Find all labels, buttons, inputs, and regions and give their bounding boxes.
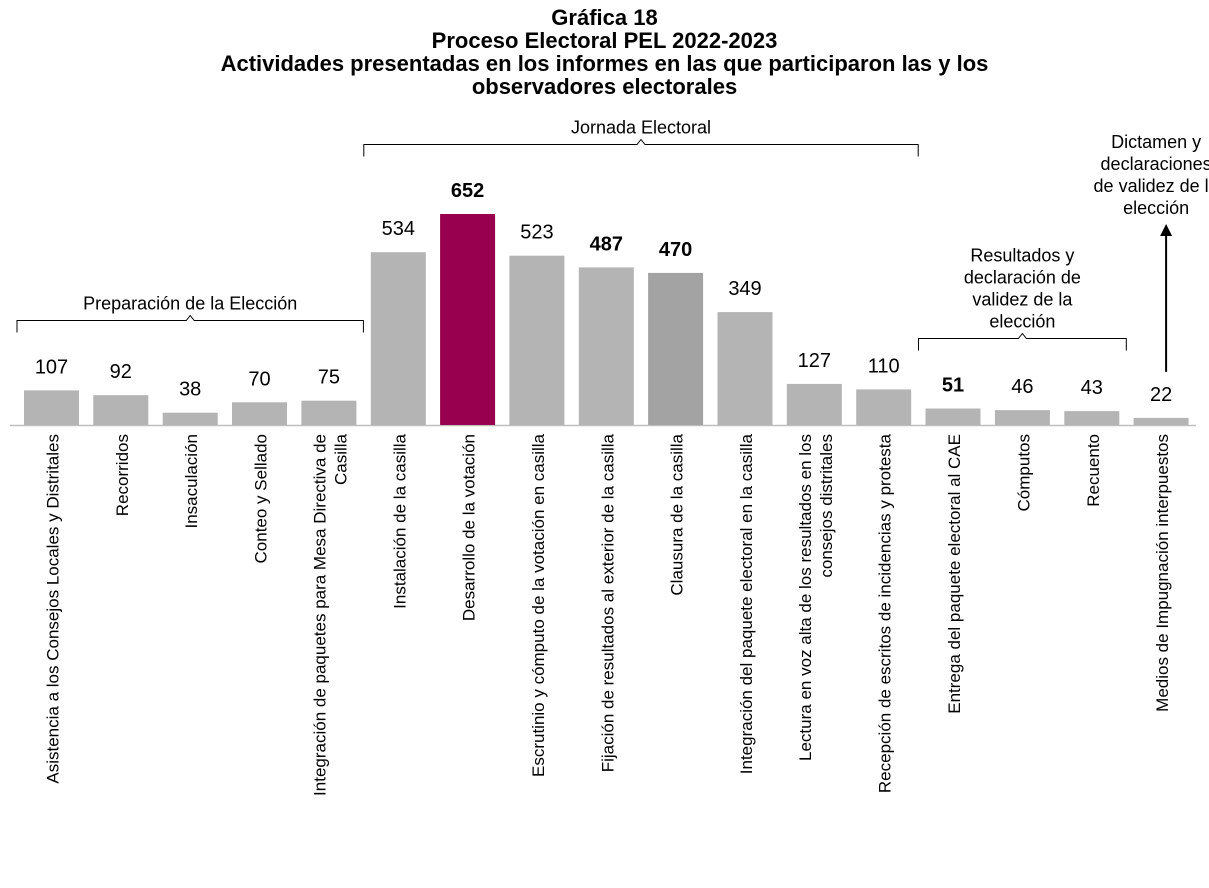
bar [93, 395, 149, 425]
data-label: 46 [1011, 376, 1033, 398]
x-tick-label-line: Medios de Impugnación interpuestos [1153, 434, 1172, 712]
x-tick-label-line: Cómputos [1014, 434, 1033, 511]
group-bracket [363, 138, 919, 157]
data-label: 127 [798, 350, 831, 372]
x-tick-label: Clausura de la casilla [668, 433, 687, 595]
bar [232, 402, 287, 425]
x-tick-label: Integración de paquetes para Mesa Direct… [310, 433, 350, 795]
x-tick-label: Recepción de escritos de incidencias y p… [876, 433, 895, 793]
x-tick-label: Medios de Impugnación interpuestos [1153, 434, 1172, 712]
group-label: declaración de [964, 268, 1081, 288]
bar [786, 383, 842, 425]
group-bracket [918, 332, 1127, 351]
bar [578, 267, 634, 425]
data-label: 22 [1150, 384, 1172, 406]
data-label: 349 [728, 278, 761, 300]
data-label: 534 [382, 218, 415, 240]
group-label: Dictamen y [1111, 132, 1201, 152]
x-tick-label-line: Recorridos [113, 434, 132, 516]
bar [509, 255, 565, 425]
x-tick-label-line: Lectura en voz alta de los resultados en… [796, 434, 815, 761]
data-label: 43 [1081, 377, 1103, 399]
chart-title-line-3: Actividades presentadas en los informes … [220, 51, 989, 76]
group-label: Resultados y [970, 246, 1074, 266]
chart-title-line-4: observadores electorales [471, 74, 738, 99]
bar [994, 410, 1050, 425]
x-tick-label-line: consejos distritales [817, 434, 836, 578]
bar [856, 389, 912, 425]
x-tick-label-line: Instalación de la casilla [390, 433, 409, 608]
bar [301, 400, 357, 425]
bar [1133, 417, 1189, 425]
group-label: declaraciones [1101, 154, 1209, 174]
x-tick-label-line: Desarrollo de la votación [460, 434, 479, 621]
x-tick-label: Entrega del paquete electoral al CAE [945, 434, 964, 714]
data-label: 107 [35, 356, 68, 378]
x-tick-label-line: Recuento [1084, 434, 1103, 507]
x-tick-label-line: Fijación de resultados al exterior de la… [598, 433, 617, 772]
bar [648, 272, 704, 425]
data-label: 75 [318, 367, 340, 389]
x-tick-label: Cómputos [1014, 434, 1033, 511]
data-label: 487 [590, 233, 623, 255]
x-tick-label-line: Escrutinio y cómputo de la votación en c… [529, 433, 548, 777]
x-tick-label: Desarrollo de la votación [460, 434, 479, 621]
group-label: elección [1123, 198, 1189, 218]
x-tick-label-line: Conteo y Sellado [252, 434, 271, 563]
x-tick-label: Lectura en voz alta de los resultados en… [796, 434, 836, 761]
bar [717, 312, 773, 425]
x-tick-label-line: Integración de paquetes para Mesa Direct… [310, 434, 329, 796]
x-tick-label: Escrutinio y cómputo de la votación en c… [529, 433, 548, 777]
chart-title-line-1: Gráfica 18 [551, 5, 658, 30]
chart-title-line-2: Proceso Electoral PEL 2022-2023 [431, 28, 778, 53]
bar [162, 412, 218, 425]
data-label: 70 [248, 368, 270, 390]
bar [370, 252, 426, 425]
x-tick-label-line: Recepción de escritos de incidencias y p… [876, 433, 895, 793]
data-label: 523 [520, 222, 553, 244]
x-tick-label: Integración del paquete electoral en la … [737, 433, 756, 774]
data-label: 51 [942, 375, 964, 397]
group-label: elección [989, 312, 1055, 332]
x-tick-label-line: Entrega del paquete electoral al CAE [945, 434, 964, 714]
group-label: Jornada Electoral [571, 118, 711, 138]
bar [440, 214, 496, 425]
chart-title: Gráfica 18 Proceso Electoral PEL 2022-20… [0, 6, 1209, 98]
x-tick-label: Recorridos [113, 434, 132, 516]
x-tick-label-line: Integración del paquete electoral en la … [737, 433, 756, 774]
data-label: 652 [451, 180, 484, 202]
x-tick-label: Fijación de resultados al exterior de la… [598, 433, 617, 772]
group-label: validez de la [972, 290, 1073, 310]
group-label: de validez de la [1094, 176, 1209, 196]
x-tick-label-line: Clausura de la casilla [668, 433, 687, 595]
bar [1064, 411, 1120, 425]
x-tick-label: Recuento [1084, 434, 1103, 507]
data-label: 110 [868, 355, 900, 377]
x-tick-label: Conteo y Sellado [252, 434, 271, 563]
bar [925, 408, 981, 425]
group-arrow-head [1160, 224, 1173, 236]
group-bracket [16, 314, 364, 333]
x-tick-label-line: Asistencia a los Consejos Locales y Dist… [44, 434, 63, 784]
x-tick-label-line: Insaculación [182, 434, 201, 529]
data-label: 470 [659, 239, 692, 261]
group-label: Preparación de la Elección [83, 294, 297, 314]
x-tick-label: Asistencia a los Consejos Locales y Dist… [44, 434, 63, 784]
x-tick-label-line: Casilla [331, 433, 350, 485]
bar [24, 390, 79, 425]
data-label: 92 [110, 361, 132, 383]
x-tick-label: Insaculación [182, 434, 201, 529]
data-label: 38 [179, 379, 201, 401]
x-tick-label: Instalación de la casilla [390, 433, 409, 608]
